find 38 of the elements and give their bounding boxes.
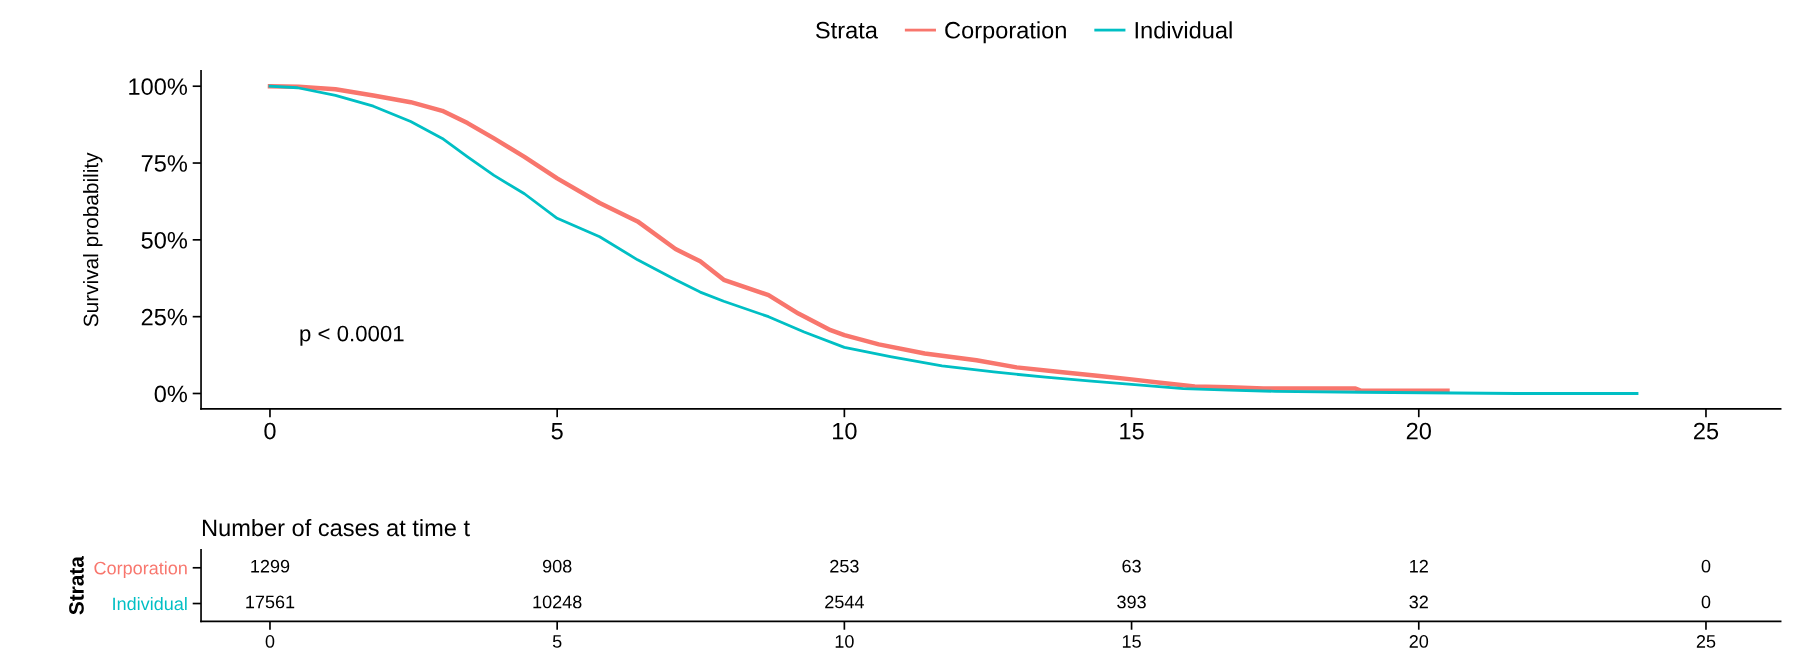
x-tick-label: 0 xyxy=(265,635,275,648)
y-tick-label: 0% xyxy=(154,385,188,403)
x-tick-label: 5 xyxy=(552,635,562,648)
data-label: 10248 xyxy=(533,595,582,609)
data-label: 17561 xyxy=(246,595,295,609)
data-label: 908 xyxy=(542,559,572,573)
data-label: 32 xyxy=(1409,595,1428,609)
legend-label: Corporation xyxy=(945,21,1066,44)
x-tick-label: 20 xyxy=(1406,422,1431,440)
x-tick-label: 10 xyxy=(835,635,854,648)
data-label: 253 xyxy=(830,559,859,573)
x-tick-label: 25 xyxy=(1694,422,1719,440)
y-tick-label: Corporation xyxy=(94,561,187,579)
data-label: 393 xyxy=(1117,595,1146,609)
x-tick-label: 5 xyxy=(551,422,563,440)
x-tick-label: 20 xyxy=(1409,635,1429,648)
x-tick-label: 10 xyxy=(833,422,857,440)
y-tick-label: Individual xyxy=(113,596,187,611)
y-tick-label: 50% xyxy=(141,231,188,249)
x-tick-label: 15 xyxy=(1120,422,1144,440)
data-label: 0 xyxy=(1701,595,1711,609)
chart-title: Number of cases at time t xyxy=(202,518,470,537)
annotation: p < 0.0001 xyxy=(300,325,404,346)
y-axis-title: Survival probability xyxy=(83,152,103,327)
legend-title: Strata xyxy=(816,21,878,39)
x-tick-label: 15 xyxy=(1122,635,1141,648)
y-tick-label: 25% xyxy=(141,308,188,326)
y-axis-title: Strata xyxy=(69,555,84,615)
y-tick-label: 75% xyxy=(141,155,188,172)
data-label: 63 xyxy=(1122,559,1141,573)
legend-label: Individual xyxy=(1135,21,1232,39)
data-label: 12 xyxy=(1410,559,1428,573)
data-label: 2544 xyxy=(825,595,864,609)
x-tick-label: 0 xyxy=(264,422,276,440)
x-tick-label: 25 xyxy=(1696,635,1716,648)
data-label: 1299 xyxy=(251,559,290,573)
y-tick-label: 100% xyxy=(129,78,188,95)
data-label: 0 xyxy=(1701,559,1711,573)
